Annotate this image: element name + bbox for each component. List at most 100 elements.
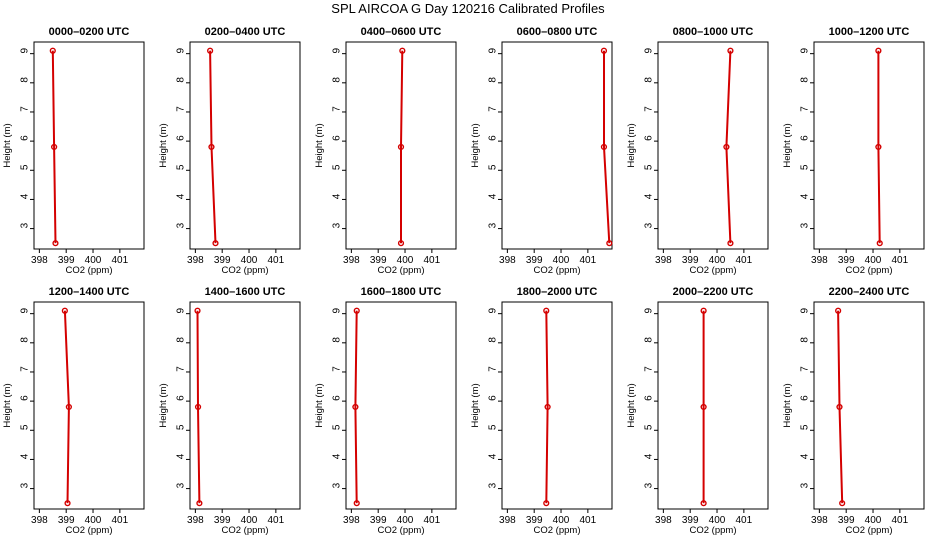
panel-title: 2200–2400 UTC (829, 286, 910, 298)
y-tick-label: 6 (644, 395, 655, 401)
y-tick-label: 8 (800, 77, 811, 83)
y-tick-label: 5 (20, 164, 31, 170)
y-tick-label: 3 (332, 482, 343, 488)
y-axis-label: Height (m) (470, 123, 481, 167)
y-tick-label: 4 (20, 453, 31, 459)
y-tick-label: 8 (644, 337, 655, 343)
profile-point (723, 143, 730, 151)
profile-point (875, 143, 882, 151)
profile-line (63, 310, 70, 504)
x-tick-label: 401 (424, 515, 441, 526)
profile-point (353, 307, 360, 314)
profile-point (64, 500, 71, 507)
y-axis-label: Height (m) (2, 123, 13, 167)
y-tick-label: 3 (644, 222, 655, 228)
y-tick-label: 8 (332, 77, 343, 83)
y-tick-label: 3 (800, 222, 811, 228)
x-tick-label: 398 (499, 515, 516, 526)
x-axis-label: CO2 (ppm) (222, 265, 269, 276)
profile-point (606, 240, 613, 247)
panel-title: 0600–0800 UTC (517, 26, 598, 38)
x-tick-label: 400 (865, 515, 882, 526)
panel-title: 0000–0200 UTC (49, 26, 130, 38)
y-tick-label: 7 (644, 366, 655, 372)
plot-frame (813, 301, 925, 510)
x-tick-label: 398 (811, 515, 828, 526)
y-axis-label: Height (m) (158, 123, 169, 167)
x-tick-label: 398 (31, 515, 48, 526)
profile-line (51, 50, 57, 244)
y-tick-label: 8 (488, 337, 499, 343)
x-tick-label: 399 (526, 515, 543, 526)
x-axis-label: CO2 (ppm) (534, 525, 581, 536)
y-tick-label: 7 (644, 106, 655, 112)
panel-title: 1000–1200 UTC (829, 26, 910, 38)
y-tick-label: 6 (176, 395, 187, 401)
panel-title: 1400–1600 UTC (205, 286, 286, 298)
y-tick-label: 3 (176, 222, 187, 228)
y-tick-label: 3 (488, 482, 499, 488)
plot-frame (657, 41, 769, 250)
x-tick-label: 399 (214, 515, 231, 526)
profile-point (700, 500, 707, 507)
x-tick-label: 399 (370, 255, 387, 266)
y-tick-label: 5 (332, 424, 343, 430)
profile-line (196, 310, 201, 504)
x-tick-label: 399 (682, 515, 699, 526)
y-tick-label: 5 (800, 424, 811, 430)
x-tick-label: 401 (736, 255, 753, 266)
x-tick-label: 400 (241, 255, 258, 266)
x-tick-label: 401 (736, 515, 753, 526)
profile-point (876, 240, 883, 247)
y-tick-label: 7 (176, 366, 187, 372)
profile-point (543, 500, 550, 507)
profile-point (397, 240, 405, 247)
y-tick-label: 3 (800, 482, 811, 488)
x-tick-label: 399 (838, 255, 855, 266)
x-tick-label: 400 (709, 515, 726, 526)
x-tick-label: 401 (112, 255, 129, 266)
y-tick-label: 4 (800, 453, 811, 459)
y-tick-label: 8 (20, 77, 31, 83)
y-tick-label: 9 (20, 47, 31, 53)
panel-title: 0200–0400 UTC (205, 26, 286, 38)
y-tick-label: 6 (332, 135, 343, 141)
x-tick-label: 398 (187, 255, 204, 266)
panel-title: 0400–0600 UTC (361, 26, 442, 38)
x-tick-label: 398 (31, 255, 48, 266)
plot-frame (501, 301, 613, 510)
y-tick-label: 4 (332, 193, 343, 199)
profile-panel: 2000–2200 UTC 398 399 400 401 3 4 5 6 7 8 9 CO2 (ppm… (626, 286, 769, 536)
y-axis-label: Height (m) (158, 383, 169, 427)
y-axis-label: Height (m) (782, 383, 793, 427)
y-tick-label: 4 (800, 193, 811, 199)
y-tick-label: 5 (176, 164, 187, 170)
x-tick-label: 400 (397, 515, 414, 526)
x-tick-label: 401 (892, 255, 909, 266)
plot-frame (33, 301, 145, 510)
figure-title: SPL AIRCOA G Day 120216 Calibrated Profi… (331, 1, 605, 16)
y-tick-label: 7 (332, 366, 343, 372)
y-axis-label: Height (m) (314, 123, 325, 167)
y-tick-label: 4 (332, 453, 343, 459)
x-tick-label: 400 (553, 515, 570, 526)
x-tick-label: 399 (58, 255, 75, 266)
profile-line (725, 50, 732, 244)
x-tick-label: 398 (811, 255, 828, 266)
x-axis-label: CO2 (ppm) (378, 525, 425, 536)
x-axis-label: CO2 (ppm) (66, 265, 113, 276)
y-tick-label: 7 (800, 366, 811, 372)
y-tick-label: 4 (644, 453, 655, 459)
y-tick-label: 4 (644, 193, 655, 199)
y-axis-label: Height (m) (2, 383, 13, 427)
x-tick-label: 400 (241, 515, 258, 526)
x-tick-label: 399 (370, 515, 387, 526)
y-tick-label: 6 (800, 395, 811, 401)
y-tick-label: 3 (644, 482, 655, 488)
y-tick-label: 5 (800, 164, 811, 170)
x-tick-label: 400 (709, 255, 726, 266)
panel-title: 1600–1800 UTC (361, 286, 442, 298)
x-tick-label: 401 (112, 515, 129, 526)
y-tick-label: 3 (176, 482, 187, 488)
profile-panel: 1600–1800 UTC 398 399 400 401 3 4 5 6 7 8 9 CO2 (ppm… (314, 286, 457, 536)
